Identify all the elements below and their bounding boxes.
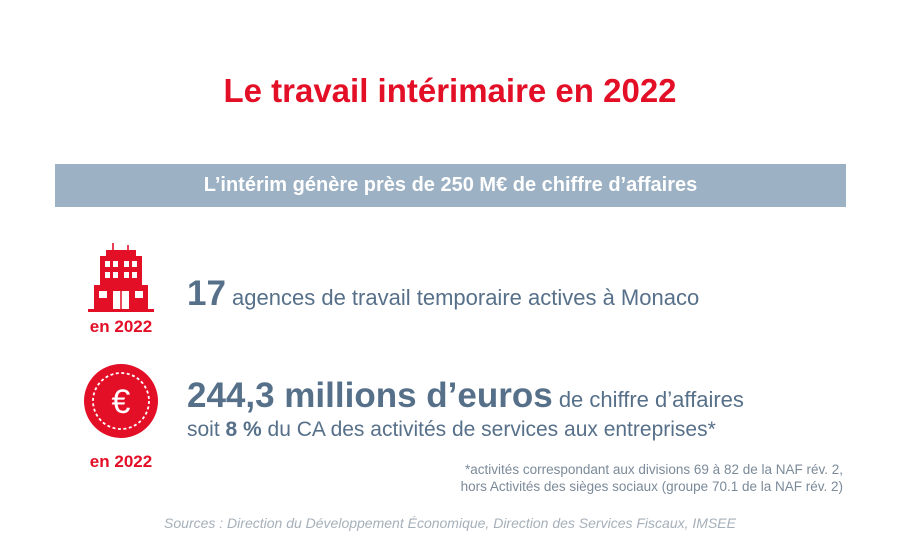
sources-note: Sources : Direction du Développement Éco…	[164, 515, 736, 531]
revenue-icon-block: € en 2022	[76, 362, 166, 472]
agencies-stat: 17 agences de travail temporaire actives…	[187, 274, 699, 314]
footnote: *activités correspondant aux divisions 6…	[461, 461, 843, 495]
building-icon	[88, 243, 154, 312]
headline-banner: L’intérim génère près de 250 M€ de chiff…	[55, 164, 846, 207]
agencies-text: agences de travail temporaire actives à …	[225, 285, 700, 310]
revenue-text: de chiffre d’affaires	[552, 387, 744, 412]
agencies-count: 17	[187, 274, 226, 313]
revenue-share-prefix: soit	[187, 418, 226, 441]
revenue-stat: 244,3 millions d’euros de chiffre d’affa…	[187, 376, 744, 442]
footnote-line-1: *activités correspondant aux divisions 6…	[465, 462, 843, 477]
agencies-icon-block: en 2022	[76, 241, 166, 337]
revenue-amount: 244,3 millions d’euros	[187, 376, 553, 415]
revenue-share-line: soit 8 % du CA des activités de services…	[187, 418, 744, 442]
svg-text:€: €	[112, 383, 131, 421]
revenue-share-value: 8 %	[225, 418, 262, 441]
agencies-year-label: en 2022	[89, 317, 153, 336]
footnote-line-2: hors Activités des sièges sociaux (group…	[460, 479, 843, 494]
revenue-year-label: en 2022	[89, 452, 153, 471]
euro-coin-icon: €	[84, 364, 158, 438]
revenue-share-suffix: du CA des activités de services aux entr…	[261, 418, 716, 441]
page-title: Le travail intérimaire en 2022	[223, 72, 677, 109]
